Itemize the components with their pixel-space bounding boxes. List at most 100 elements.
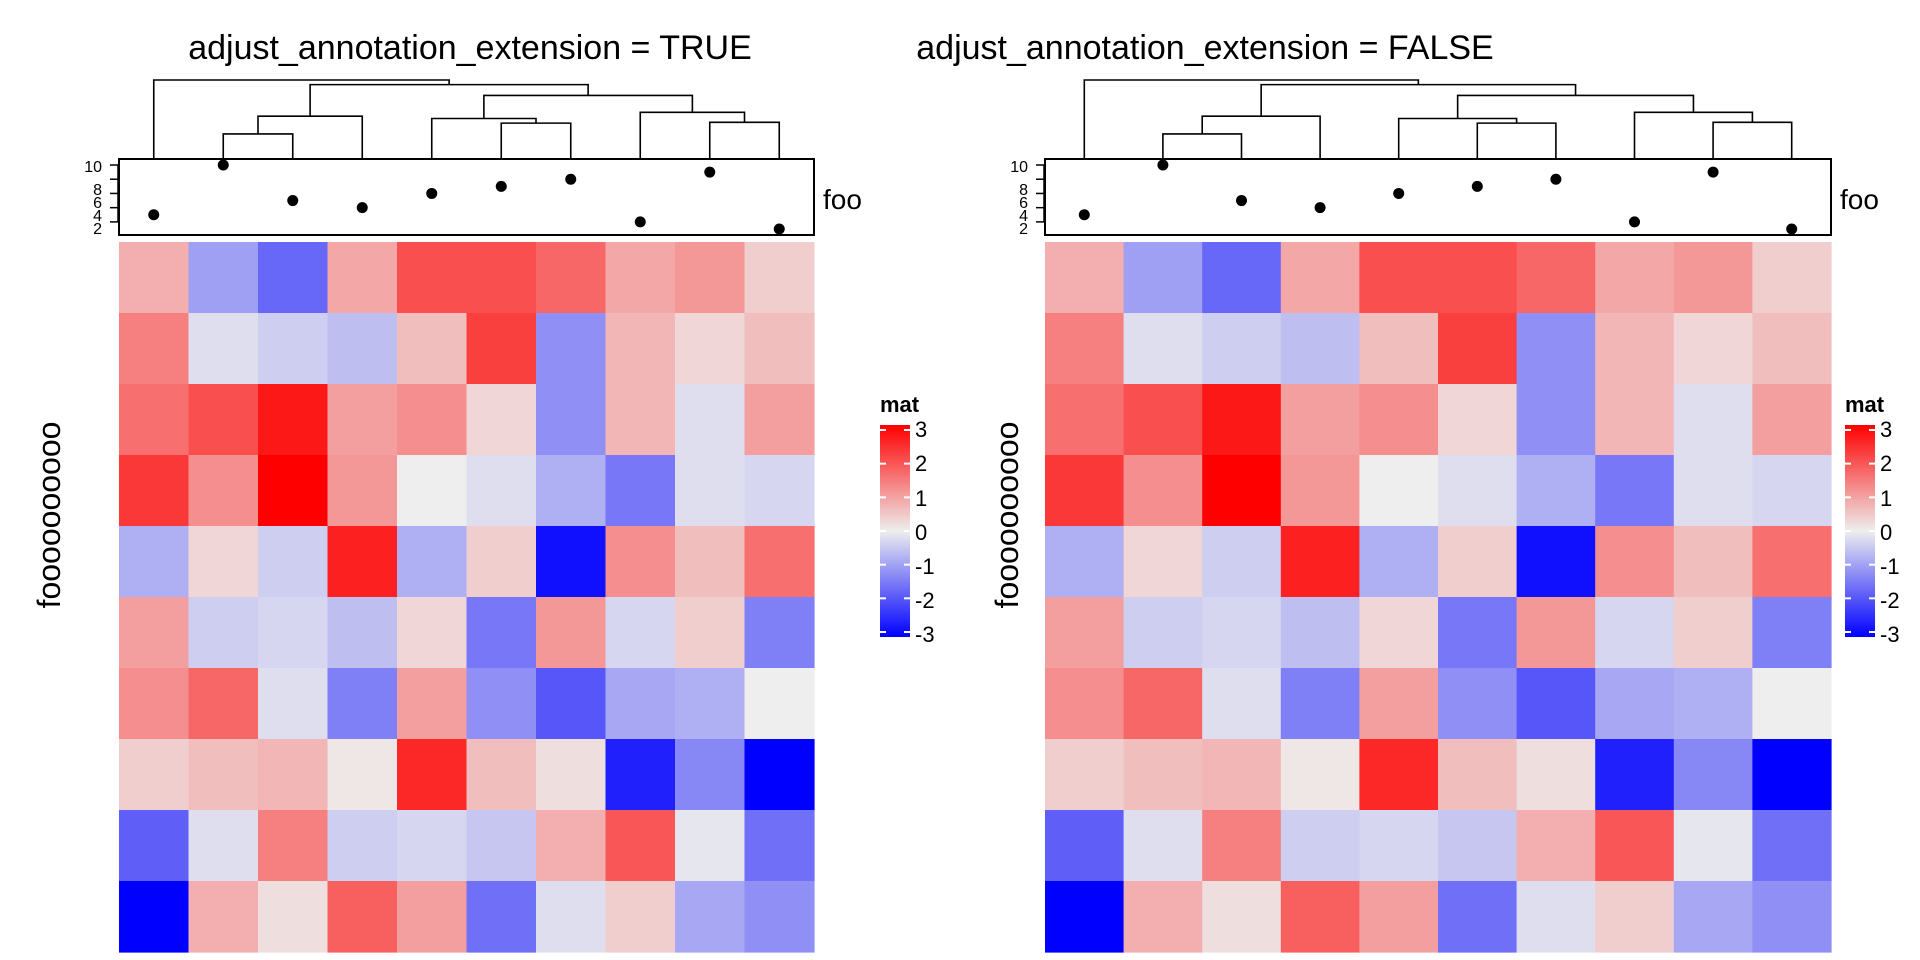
annotation-track: 2 4 6 8 10 foo [84,158,862,238]
annotation-box [1044,158,1832,236]
legend-labels: 3 2 1 0 -1 -2 -3 [1880,417,1900,647]
heatmap-cell [466,810,537,882]
panel-title: adjust_annotation_extension = TRUE [188,29,752,67]
heatmap-cell [258,881,329,953]
heatmap-cell [466,384,537,456]
heatmap-cell [1280,668,1360,740]
row-title: foooooooooo [989,422,1025,609]
heatmap-cell [1516,597,1596,669]
heatmap-cell [188,668,259,740]
heatmap-cell [327,242,398,314]
panel-2: adjust_annotation_extension = FALSE 2 4 … [916,29,1900,953]
heatmap-cell [1752,739,1832,811]
heatmap-cell [397,597,468,669]
heatmap-cell [188,313,259,385]
heatmap-cell [536,881,607,953]
heatmap-cell [675,597,746,669]
heatmap-cell [675,739,746,811]
dendrogram-branch [1712,121,1793,158]
heatmap-cell [744,384,815,456]
heatmap-cell [188,810,259,882]
heatmap-cell [1595,597,1675,669]
annotation-point [1707,166,1719,178]
heatmap-cell [397,881,468,953]
heatmap-cell [536,313,607,385]
heatmap-cell [397,668,468,740]
heatmap-cell [1595,526,1675,598]
heatmap-cell [605,455,676,527]
heatmap-cell [1202,384,1282,456]
heatmap-cell [1202,526,1282,598]
annotation-points [1078,159,1798,235]
heatmap-cell [119,810,190,882]
panel-title: adjust_annotation_extension = FALSE [916,29,1494,67]
heatmap-cell [1202,313,1282,385]
heatmap-cell [1202,881,1282,953]
heatmap-cell [119,242,190,314]
annotation-point [565,173,577,185]
heatmap-cell [1359,384,1439,456]
heatmap-cell [1752,455,1832,527]
heatmap-cell [1438,810,1518,882]
heatmap-cell [536,242,607,314]
heatmap-cell [466,313,537,385]
heatmap-cell [1123,455,1203,527]
annotation-tick-label: 2 [93,221,102,238]
dendrogram-branch [1083,79,1420,158]
heatmap-cell [188,739,259,811]
heatmap-cell [1359,810,1439,882]
heatmap-cell [1516,526,1596,598]
heatmap-cell [119,384,190,456]
heatmap-cell [1673,810,1753,882]
heatmap-cell [1516,881,1596,953]
heatmap-cell [466,597,537,669]
dendrogram-branch [257,115,364,158]
heatmap-cell [1516,739,1596,811]
heatmap-cell [1202,597,1282,669]
annotation-point [773,223,785,235]
heatmap-cell [1438,242,1518,314]
heatmap-cell [1438,881,1518,953]
heatmap-cell [1752,313,1832,385]
heatmap-cell [1752,526,1832,598]
heatmap-cell [605,597,676,669]
heatmap-cell [327,668,398,740]
dendrogram-branch [1260,83,1577,117]
annotation-point [1314,202,1326,214]
heatmap-cell [536,455,607,527]
annotation-point [1786,223,1798,235]
heatmap-cell [1045,384,1125,456]
heatmap-cell [1359,526,1439,598]
annotation-box [118,158,815,236]
legend-title: mat [880,392,920,417]
annotation-point [1550,173,1562,185]
annotation-tick-label: 10 [84,159,102,176]
heatmap-cell [1673,455,1753,527]
heatmap-cell [327,384,398,456]
heatmap-cell [605,384,676,456]
heatmap-cell [1280,739,1360,811]
legend-label: 2 [1880,451,1892,476]
heatmap-cell [1359,597,1439,669]
heatmap-cell [1202,242,1282,314]
legend-label: -2 [1880,588,1900,613]
heatmap-cell [1438,668,1518,740]
annotation-tick-label: 4 [93,208,102,225]
heatmap-cell [605,881,676,953]
heatmap-cell [675,384,746,456]
heatmap-cell [744,597,815,669]
heatmap-cell [1045,526,1125,598]
annotation-point [1157,159,1169,171]
annotation-point [1471,180,1483,192]
legend-label: -1 [1880,554,1900,579]
annotation-tick-label: 10 [1010,159,1028,176]
heatmap-cell [119,455,190,527]
heatmap-cell [536,739,607,811]
legend-label: -2 [915,588,935,613]
row-title: foooooooooo [31,422,67,609]
heatmap-cell [466,455,537,527]
heatmap-cell [1359,313,1439,385]
annotation-tick-label: 4 [1019,208,1028,225]
annotation-point [217,159,229,171]
heatmap-cell [536,668,607,740]
